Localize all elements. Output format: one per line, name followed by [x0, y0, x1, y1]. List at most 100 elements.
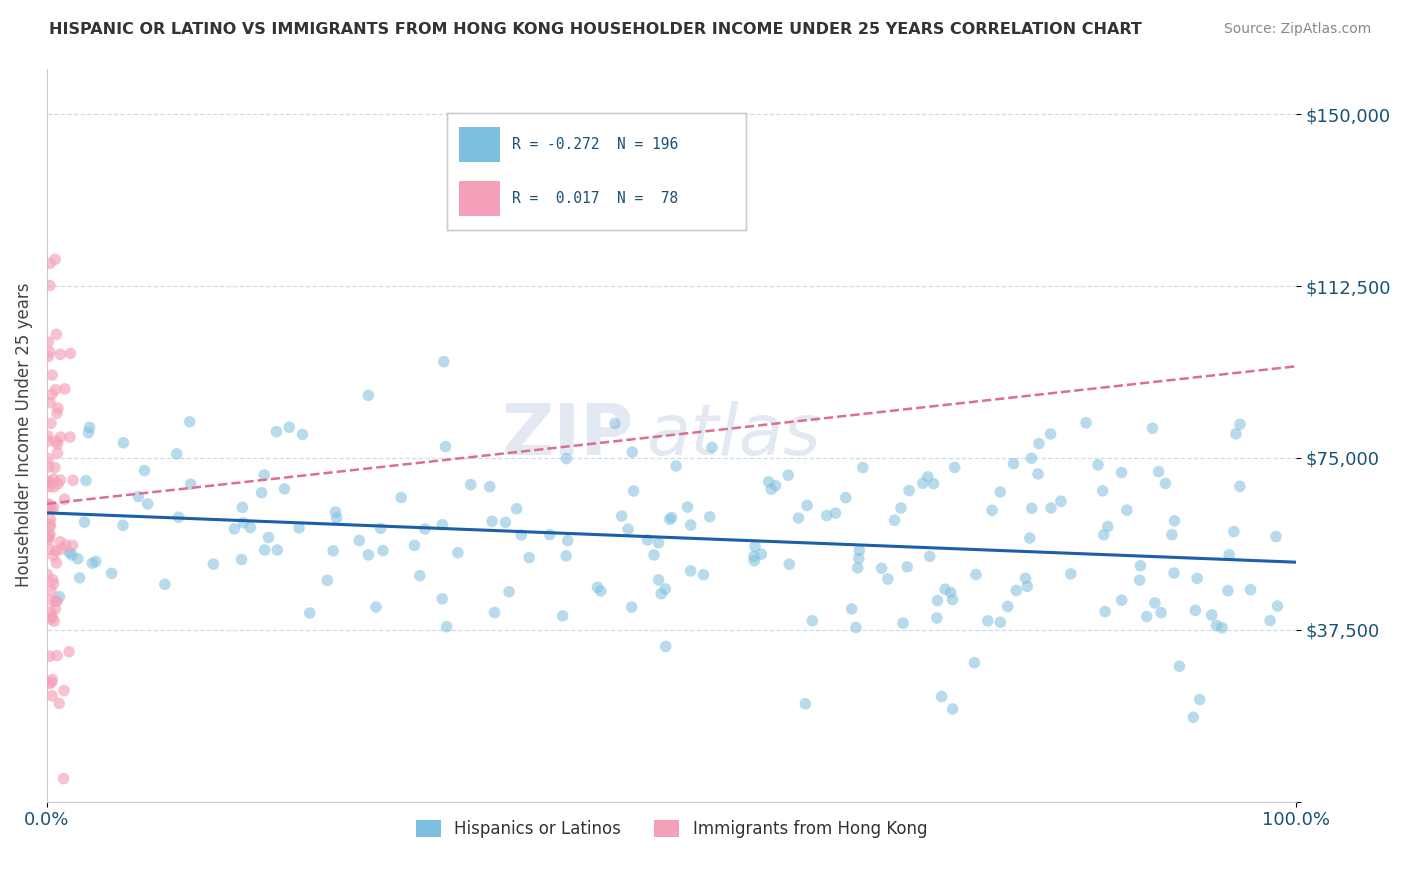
- Point: [266, 543, 288, 558]
- Point: [46, 401, 69, 416]
- Point: [846, 561, 869, 575]
- Point: [1005, 583, 1028, 598]
- Point: [53, 382, 76, 396]
- Point: [316, 574, 339, 588]
- Point: [1229, 479, 1251, 493]
- Point: [49, 534, 72, 549]
- Point: [432, 517, 454, 532]
- Point: [45, 556, 67, 570]
- Point: [478, 480, 501, 494]
- Point: [84, 555, 107, 569]
- Point: [46, 648, 69, 663]
- Point: [46, 437, 69, 451]
- Point: [1136, 609, 1159, 624]
- Point: [432, 591, 454, 606]
- Y-axis label: Householder Income Under 25 years: Householder Income Under 25 years: [15, 283, 32, 587]
- Point: [824, 506, 846, 520]
- Point: [250, 485, 273, 500]
- Point: [112, 435, 135, 450]
- Point: [224, 522, 246, 536]
- Point: [647, 536, 669, 550]
- Point: [845, 620, 868, 634]
- Point: [927, 593, 949, 607]
- Point: [551, 608, 574, 623]
- Point: [1211, 621, 1233, 635]
- Point: [650, 587, 672, 601]
- Point: [73, 515, 96, 529]
- Point: [44, 460, 66, 475]
- Point: [981, 503, 1004, 517]
- Point: [665, 458, 688, 473]
- Point: [555, 549, 578, 563]
- Point: [621, 445, 644, 459]
- Point: [325, 505, 347, 519]
- Point: [931, 690, 953, 704]
- Point: [699, 509, 721, 524]
- Point: [1018, 531, 1040, 545]
- Point: [46, 476, 69, 491]
- Point: [153, 577, 176, 591]
- Point: [647, 573, 669, 587]
- Point: [617, 522, 640, 536]
- Point: [273, 482, 295, 496]
- Point: [253, 543, 276, 558]
- Point: [925, 611, 948, 625]
- Point: [48, 697, 70, 711]
- Point: [742, 554, 765, 568]
- Point: [988, 615, 1011, 630]
- Point: [39, 517, 62, 532]
- Point: [41, 673, 63, 687]
- Point: [413, 522, 436, 536]
- Point: [364, 599, 387, 614]
- Point: [1021, 501, 1043, 516]
- Point: [77, 425, 100, 440]
- Point: [41, 368, 63, 382]
- Point: [1154, 476, 1177, 491]
- Point: [371, 543, 394, 558]
- Point: [37, 567, 59, 582]
- Point: [46, 406, 69, 420]
- Point: [988, 485, 1011, 500]
- Point: [1039, 426, 1062, 441]
- Point: [1265, 530, 1288, 544]
- Point: [38, 451, 60, 466]
- Point: [977, 614, 1000, 628]
- Point: [898, 483, 921, 498]
- Point: [39, 520, 62, 534]
- Point: [66, 551, 89, 566]
- Point: [202, 557, 225, 571]
- Point: [1229, 417, 1251, 432]
- Point: [589, 584, 612, 599]
- Point: [1143, 596, 1166, 610]
- Point: [801, 614, 824, 628]
- Point: [1201, 607, 1223, 622]
- Point: [59, 430, 82, 444]
- Point: [39, 498, 62, 512]
- Point: [658, 512, 681, 526]
- Point: [917, 470, 939, 484]
- Point: [39, 593, 62, 607]
- Point: [136, 497, 159, 511]
- Point: [654, 640, 676, 654]
- Point: [39, 395, 62, 409]
- Point: [700, 441, 723, 455]
- Point: [45, 544, 67, 558]
- Point: [278, 420, 301, 434]
- Point: [37, 434, 59, 449]
- Point: [41, 675, 63, 690]
- Point: [357, 548, 380, 562]
- Point: [918, 549, 941, 564]
- Point: [1258, 614, 1281, 628]
- Point: [298, 606, 321, 620]
- Point: [965, 567, 987, 582]
- Point: [794, 697, 817, 711]
- Point: [765, 478, 787, 492]
- Point: [1218, 548, 1240, 562]
- Point: [942, 702, 965, 716]
- Point: [39, 256, 62, 270]
- Point: [434, 440, 457, 454]
- Text: HISPANIC OR LATINO VS IMMIGRANTS FROM HONG KONG HOUSEHOLDER INCOME UNDER 25 YEAR: HISPANIC OR LATINO VS IMMIGRANTS FROM HO…: [49, 22, 1142, 37]
- Point: [922, 476, 945, 491]
- Point: [38, 649, 60, 664]
- Point: [742, 549, 765, 564]
